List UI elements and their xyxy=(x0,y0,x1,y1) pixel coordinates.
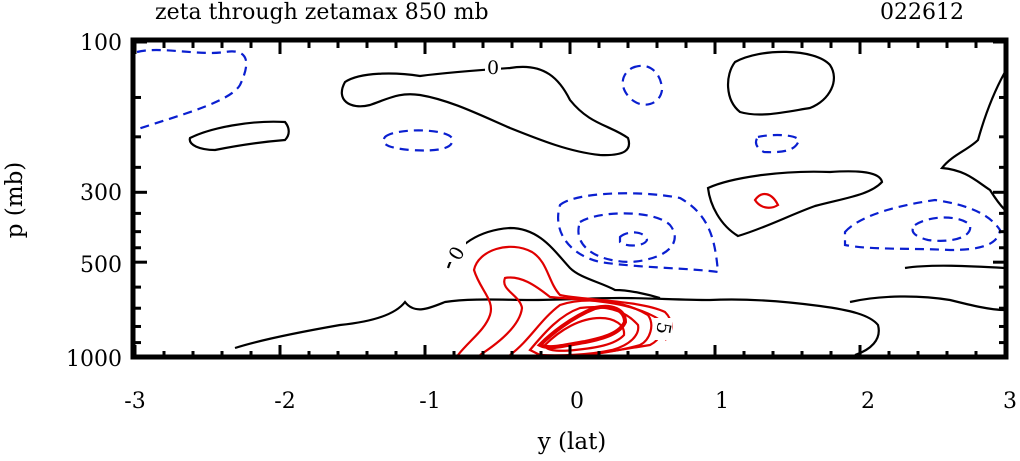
zero-contour xyxy=(849,295,1005,312)
x-tick-label: 3 xyxy=(1003,389,1017,414)
y-tick-label: 300 xyxy=(80,181,122,206)
negative-contour xyxy=(843,198,1002,252)
plot-frame xyxy=(130,37,1009,360)
negative-contours xyxy=(135,48,1002,274)
negative-contour xyxy=(911,216,972,242)
chart-title: zeta through zetamax 850 mb xyxy=(155,0,489,25)
x-tick-label: 1 xyxy=(715,389,729,414)
positive-contour xyxy=(536,304,628,350)
zero-contour xyxy=(727,50,836,116)
contour-labels: 0 0 5 xyxy=(444,57,675,340)
zero-contour xyxy=(706,170,884,238)
negative-contour xyxy=(618,231,649,247)
contour-label: 0 xyxy=(487,57,499,79)
contour-label: 5 xyxy=(651,320,675,336)
y-axis-label: p (mb) xyxy=(2,162,28,239)
x-tick-label: -3 xyxy=(124,389,145,414)
negative-contour xyxy=(621,64,664,106)
positive-contours xyxy=(457,192,780,357)
zero-contour xyxy=(939,71,1005,211)
axis-ticks xyxy=(133,40,1007,359)
zero-contour xyxy=(188,120,290,152)
positive-contour xyxy=(479,276,664,357)
y-tick-label: 500 xyxy=(80,253,122,278)
x-axis-label: y (lat) xyxy=(537,429,607,455)
negative-contour xyxy=(577,212,676,264)
positive-contour xyxy=(543,316,626,352)
positive-contour xyxy=(753,192,780,209)
zero-contour xyxy=(340,65,631,157)
negative-contour xyxy=(382,129,454,152)
y-tick-labels: 100 300 500 1000 xyxy=(66,31,122,372)
negative-contour xyxy=(754,133,801,154)
y-tick-label: 1000 xyxy=(66,347,122,372)
x-tick-label: 2 xyxy=(861,389,875,414)
zero-contour xyxy=(446,226,661,300)
positive-contour xyxy=(528,306,640,357)
negative-contour xyxy=(557,192,720,274)
date-label: 022612 xyxy=(880,0,964,25)
x-tick-label: 0 xyxy=(570,389,584,414)
negative-contour xyxy=(135,48,248,132)
x-tick-label: -1 xyxy=(419,389,440,414)
x-tick-labels: -3 -2 -1 0 1 2 3 xyxy=(124,389,1017,414)
y-tick-label: 100 xyxy=(80,31,122,56)
positive-contour xyxy=(509,299,653,357)
positive-contour xyxy=(457,245,673,356)
zero-contour xyxy=(904,264,1005,270)
x-tick-label: -2 xyxy=(274,389,295,414)
